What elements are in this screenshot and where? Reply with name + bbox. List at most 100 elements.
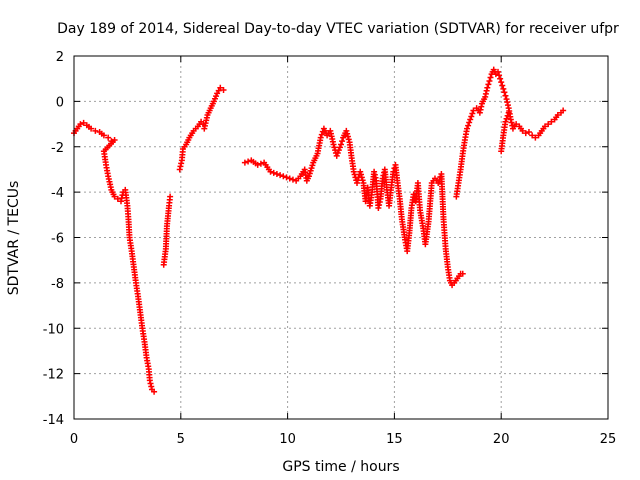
data-point (466, 119, 473, 126)
data-point (114, 195, 121, 202)
data-point (336, 144, 343, 151)
data-point (554, 111, 561, 118)
data-point (270, 169, 277, 176)
data-point (513, 121, 520, 128)
data-point (344, 133, 351, 140)
data-point (100, 132, 107, 139)
data-point (88, 125, 95, 132)
x-tick-label: 25 (600, 432, 617, 447)
y-tick-label: 2 (56, 50, 64, 65)
data-point (333, 152, 340, 159)
data-point (241, 159, 248, 166)
y-tick-label: -10 (43, 322, 64, 337)
data-point (245, 158, 252, 165)
y-tick-label: 0 (56, 95, 64, 110)
data-point (331, 144, 338, 151)
data-point (504, 112, 511, 119)
data-point (317, 134, 324, 141)
data-point (220, 87, 227, 94)
data-point (280, 173, 287, 180)
data-point (548, 118, 555, 125)
data-point (345, 136, 352, 143)
data-point (354, 180, 361, 187)
data-point (318, 131, 325, 138)
data-point (469, 110, 476, 117)
data-point (485, 81, 492, 88)
data-point (286, 175, 293, 182)
data-point (335, 147, 342, 154)
data-point (486, 77, 493, 84)
chart-title: Day 189 of 2014, Sidereal Day-to-day VTE… (57, 21, 619, 37)
data-point (532, 134, 539, 141)
x-tick-label: 5 (177, 432, 185, 447)
data-point (289, 176, 296, 183)
data-point (339, 138, 346, 145)
data-point (254, 161, 261, 168)
data-point (277, 172, 284, 179)
data-point (257, 160, 264, 167)
x-tick-label: 0 (70, 432, 78, 447)
data-point (92, 127, 99, 134)
x-tick-label: 10 (279, 432, 296, 447)
data-point (338, 141, 344, 148)
data-point (330, 141, 337, 148)
data-points (71, 66, 567, 395)
data-point (350, 168, 357, 175)
data-point (522, 130, 529, 137)
data-point (267, 168, 274, 175)
data-point (484, 84, 491, 91)
data-point (497, 75, 504, 82)
data-point (468, 113, 475, 120)
axis-ticks: 0 5 10 15 20 25 -14 -12 -10 -8 -6 -4 -2 0 2 (43, 50, 617, 447)
y-tick-label: -4 (51, 186, 64, 201)
data-point (465, 122, 472, 129)
data-point (496, 72, 503, 79)
data-point (105, 134, 112, 141)
data-point (467, 116, 474, 123)
data-point (283, 174, 290, 181)
data-point (358, 174, 365, 181)
data-point (435, 180, 442, 187)
data-point (560, 107, 567, 114)
data-point (502, 92, 509, 99)
data-point (545, 121, 552, 128)
data-point (151, 388, 158, 395)
y-tick-label: -12 (43, 368, 64, 383)
data-point (541, 123, 548, 130)
y-tick-label: -8 (51, 277, 64, 292)
data-point (343, 127, 350, 134)
data-point (273, 170, 280, 177)
data-point (505, 109, 512, 116)
y-axis-label: SDTVAR / TECUs (6, 181, 22, 296)
data-point (525, 129, 532, 136)
y-tick-label: -2 (51, 141, 64, 156)
x-tick-label: 15 (386, 432, 403, 447)
data-point (357, 168, 364, 175)
data-point (487, 74, 494, 81)
data-point (111, 193, 118, 200)
grid (74, 56, 608, 419)
data-point (334, 149, 341, 156)
y-tick-label: -14 (43, 413, 64, 428)
data-point (501, 89, 508, 96)
data-point (358, 171, 365, 178)
data-point (499, 82, 506, 89)
data-point (80, 119, 87, 126)
data-point (344, 130, 351, 137)
data-point (498, 79, 505, 86)
data-point (459, 270, 466, 277)
x-tick-label: 20 (493, 432, 510, 447)
data-point (464, 125, 471, 132)
data-point (167, 193, 174, 200)
data-point (359, 177, 366, 184)
data-point (77, 121, 84, 128)
plot-frame (73, 55, 609, 420)
data-point (502, 118, 509, 125)
data-point (494, 68, 501, 75)
data-point (217, 84, 224, 91)
data-point (503, 115, 510, 122)
data-point (519, 127, 526, 134)
x-axis-label: GPS time / hours (282, 459, 399, 475)
y-tick-label: -6 (51, 232, 64, 247)
